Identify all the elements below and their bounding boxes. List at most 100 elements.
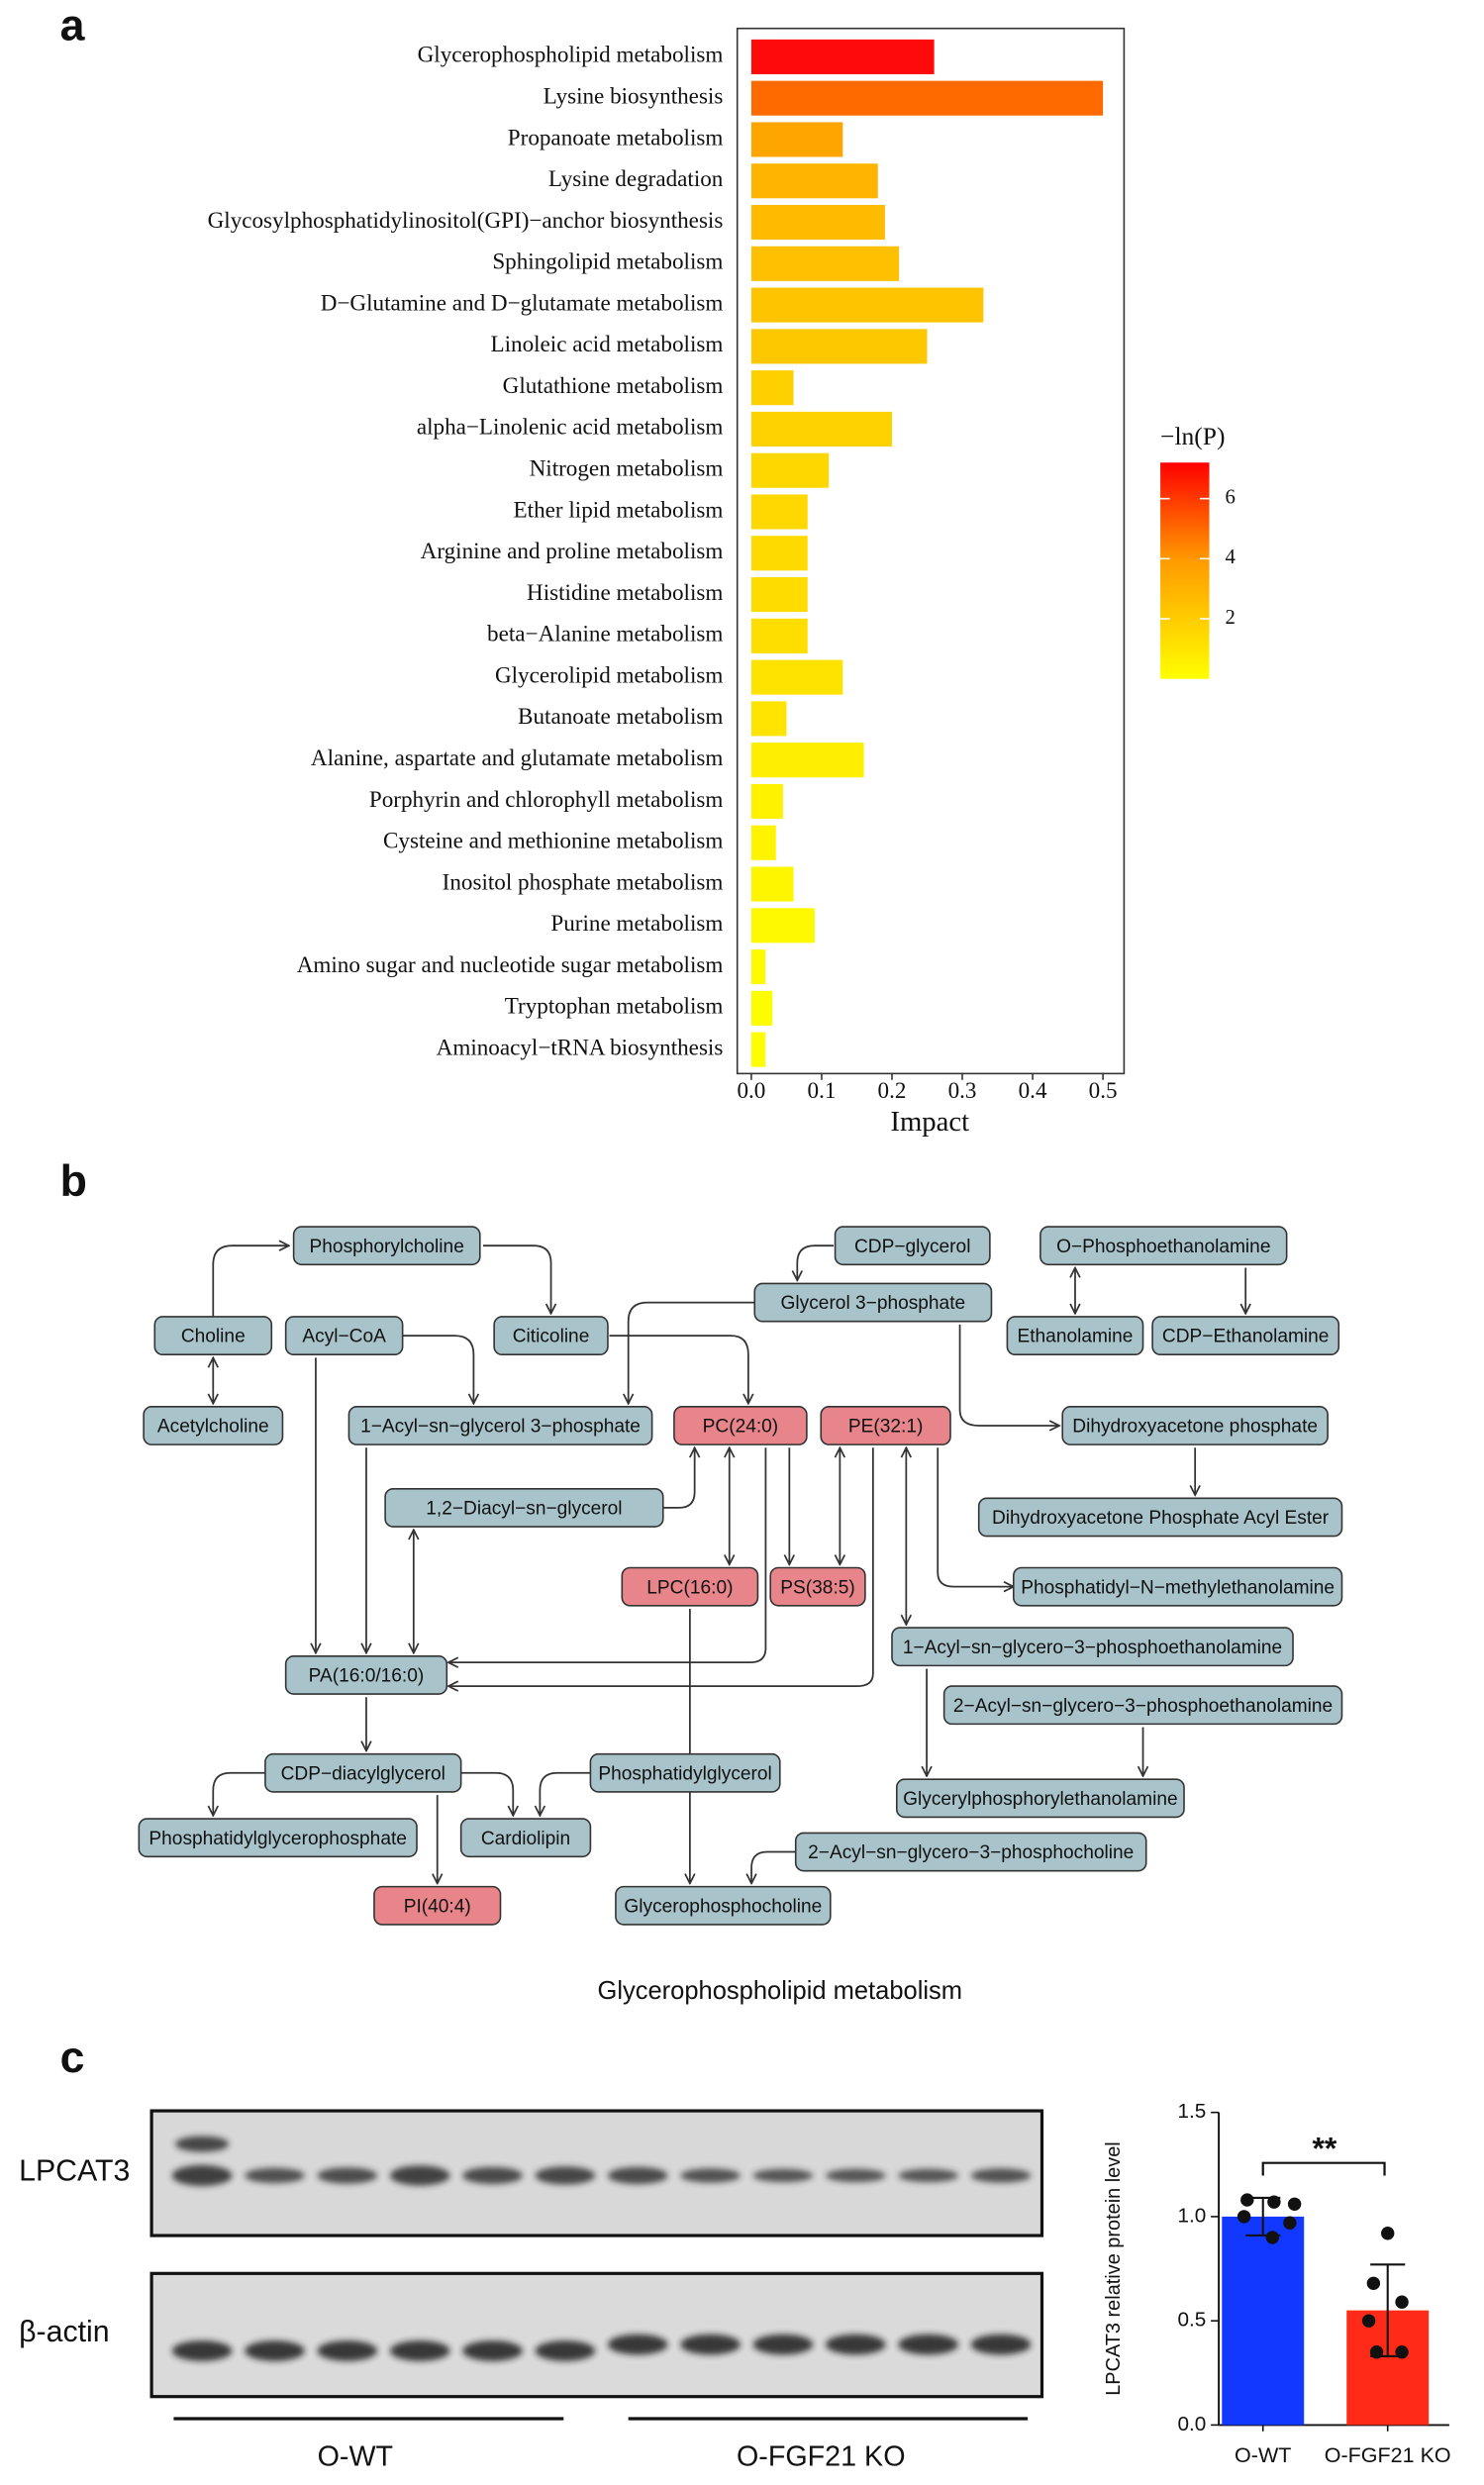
category-label: Nitrogen metabolism [530,456,724,482]
colorbar [1160,462,1210,679]
bar [1222,2216,1305,2426]
pathway-node [673,1406,808,1445]
blot-band [171,2340,233,2361]
pathway-title: Glycerophospholipid metabolism [598,1977,963,2005]
x-tick-label: 0.2 [878,1078,907,1104]
pathway-node [1061,1406,1329,1445]
arrow [958,1324,1059,1426]
blot-band [245,2167,305,2184]
arrow [937,1447,1014,1586]
x-tick-label: 0.5 [1089,1078,1118,1104]
pathway-node [1151,1316,1340,1356]
pathway-node [895,1778,1185,1819]
bar [750,329,928,364]
pathway-node [347,1406,653,1445]
y-axis-label: LPCAT3 relative protein level [1103,2141,1125,2396]
pathway-node [977,1497,1343,1538]
data-point [1395,2345,1409,2359]
panel-label: b [60,1157,87,1206]
category-label: Sphingolipid metabolism [492,249,723,275]
x-tick-label: 0.0 [737,1078,765,1104]
bar [750,825,776,860]
significance-bracket [1261,2161,1386,2176]
pathway-node [493,1316,609,1356]
pathway-node [284,1655,448,1695]
category-label: Glycosylphosphatidylinositol(GPI)−anchor… [208,208,724,234]
bar [750,908,815,944]
category-label: Porphyrin and chlorophyll metabolism [369,787,724,813]
category-label: Aminoacyl−tRNA biosynthesis [437,1035,724,1060]
pathway-node-label: 1,2−Diacyl−sn−glycerol [426,1499,622,1520]
pathway-node [820,1406,951,1445]
bar [750,494,808,530]
data-point [1381,2227,1395,2240]
bar [750,80,1104,116]
pathway-node [794,1832,1147,1872]
blot-band [826,2334,886,2355]
category-label: Butanoate metabolism [518,704,723,730]
pathway-node-label: Phosphatidylglycerol [598,1763,771,1784]
group-label: O-WT [318,2440,393,2472]
pathway-node-label: Glycerophosphocholine [624,1896,822,1917]
blot-band [970,2168,1032,2183]
arrow [460,1771,514,1816]
category-label: Linoleic acid metabolism [490,332,723,357]
blot-band [680,2168,741,2183]
pathway-node [384,1487,664,1528]
pathway-node-label: 2−Acyl−sn−glycero−3−phosphocholine [808,1842,1134,1863]
blot-band [535,2166,596,2185]
pathway-node [284,1316,404,1356]
data-point [1237,2210,1251,2224]
x-tick-label: 0.4 [1019,1078,1047,1104]
data-point [1265,2231,1280,2244]
blot-band [752,2168,814,2183]
data-point [1395,2295,1409,2309]
pathway-node-label: Cardiolipin [481,1829,570,1849]
pathway-node [292,1226,481,1266]
category-label: Lysine degradation [548,166,724,192]
bar [750,577,808,613]
arrow [402,1335,474,1404]
category-label: Amino sugar and nucleotide sugar metabol… [297,952,724,978]
data-point [1283,2216,1297,2230]
plot-frame [736,27,1126,1075]
category-label: Arginine and proline metabolism [421,539,724,564]
y-tick-label: 1.5 [1178,2100,1207,2123]
blot-band [535,2340,596,2361]
blot-band [898,2168,958,2183]
bar [750,536,808,571]
blot-band [245,2340,305,2361]
y-tick-label: 0.5 [1178,2309,1207,2332]
blot-band [826,2168,886,2183]
pathway-node-label: Dihydroxyacetone Phosphate Acyl Ester [992,1508,1330,1529]
data-point [1240,2193,1254,2207]
bar [750,866,794,902]
category-label: Propanoate metabolism [508,125,724,150]
pathway-node-label: Ethanolamine [1017,1327,1133,1347]
bar [750,1032,766,1067]
pathway-node [621,1566,759,1607]
y-tick-label: 1.0 [1178,2204,1207,2227]
category-label: Cysteine and methionine metabolism [383,829,723,854]
bar [750,39,935,74]
blot-band [171,2164,233,2186]
arrow [751,1850,796,1884]
bar [750,370,794,406]
blot-row-label: β-actin [19,2316,109,2348]
category-label: Ether lipid metabolism [514,497,724,523]
pathway-node [459,1818,592,1858]
bar [750,618,808,653]
pathway-node [153,1316,273,1356]
pathway-node [1012,1566,1343,1607]
significance-label: ** [1313,2130,1337,2165]
blot-row-label: LPCAT3 [19,2154,130,2187]
x-tick-label: O-WT [1235,2443,1291,2467]
blot-band [317,2167,378,2184]
pathway-node-label: 1−Acyl−sn−glycerol 3−phosphate [360,1417,641,1438]
pathway-node-label: CDP−Ethanolamine [1162,1327,1330,1347]
arrow [212,1245,289,1317]
pathway-node-label: Glycerol 3−phosphate [781,1293,966,1314]
bar [750,287,984,323]
arrow [482,1244,551,1314]
data-point [1366,2276,1381,2290]
